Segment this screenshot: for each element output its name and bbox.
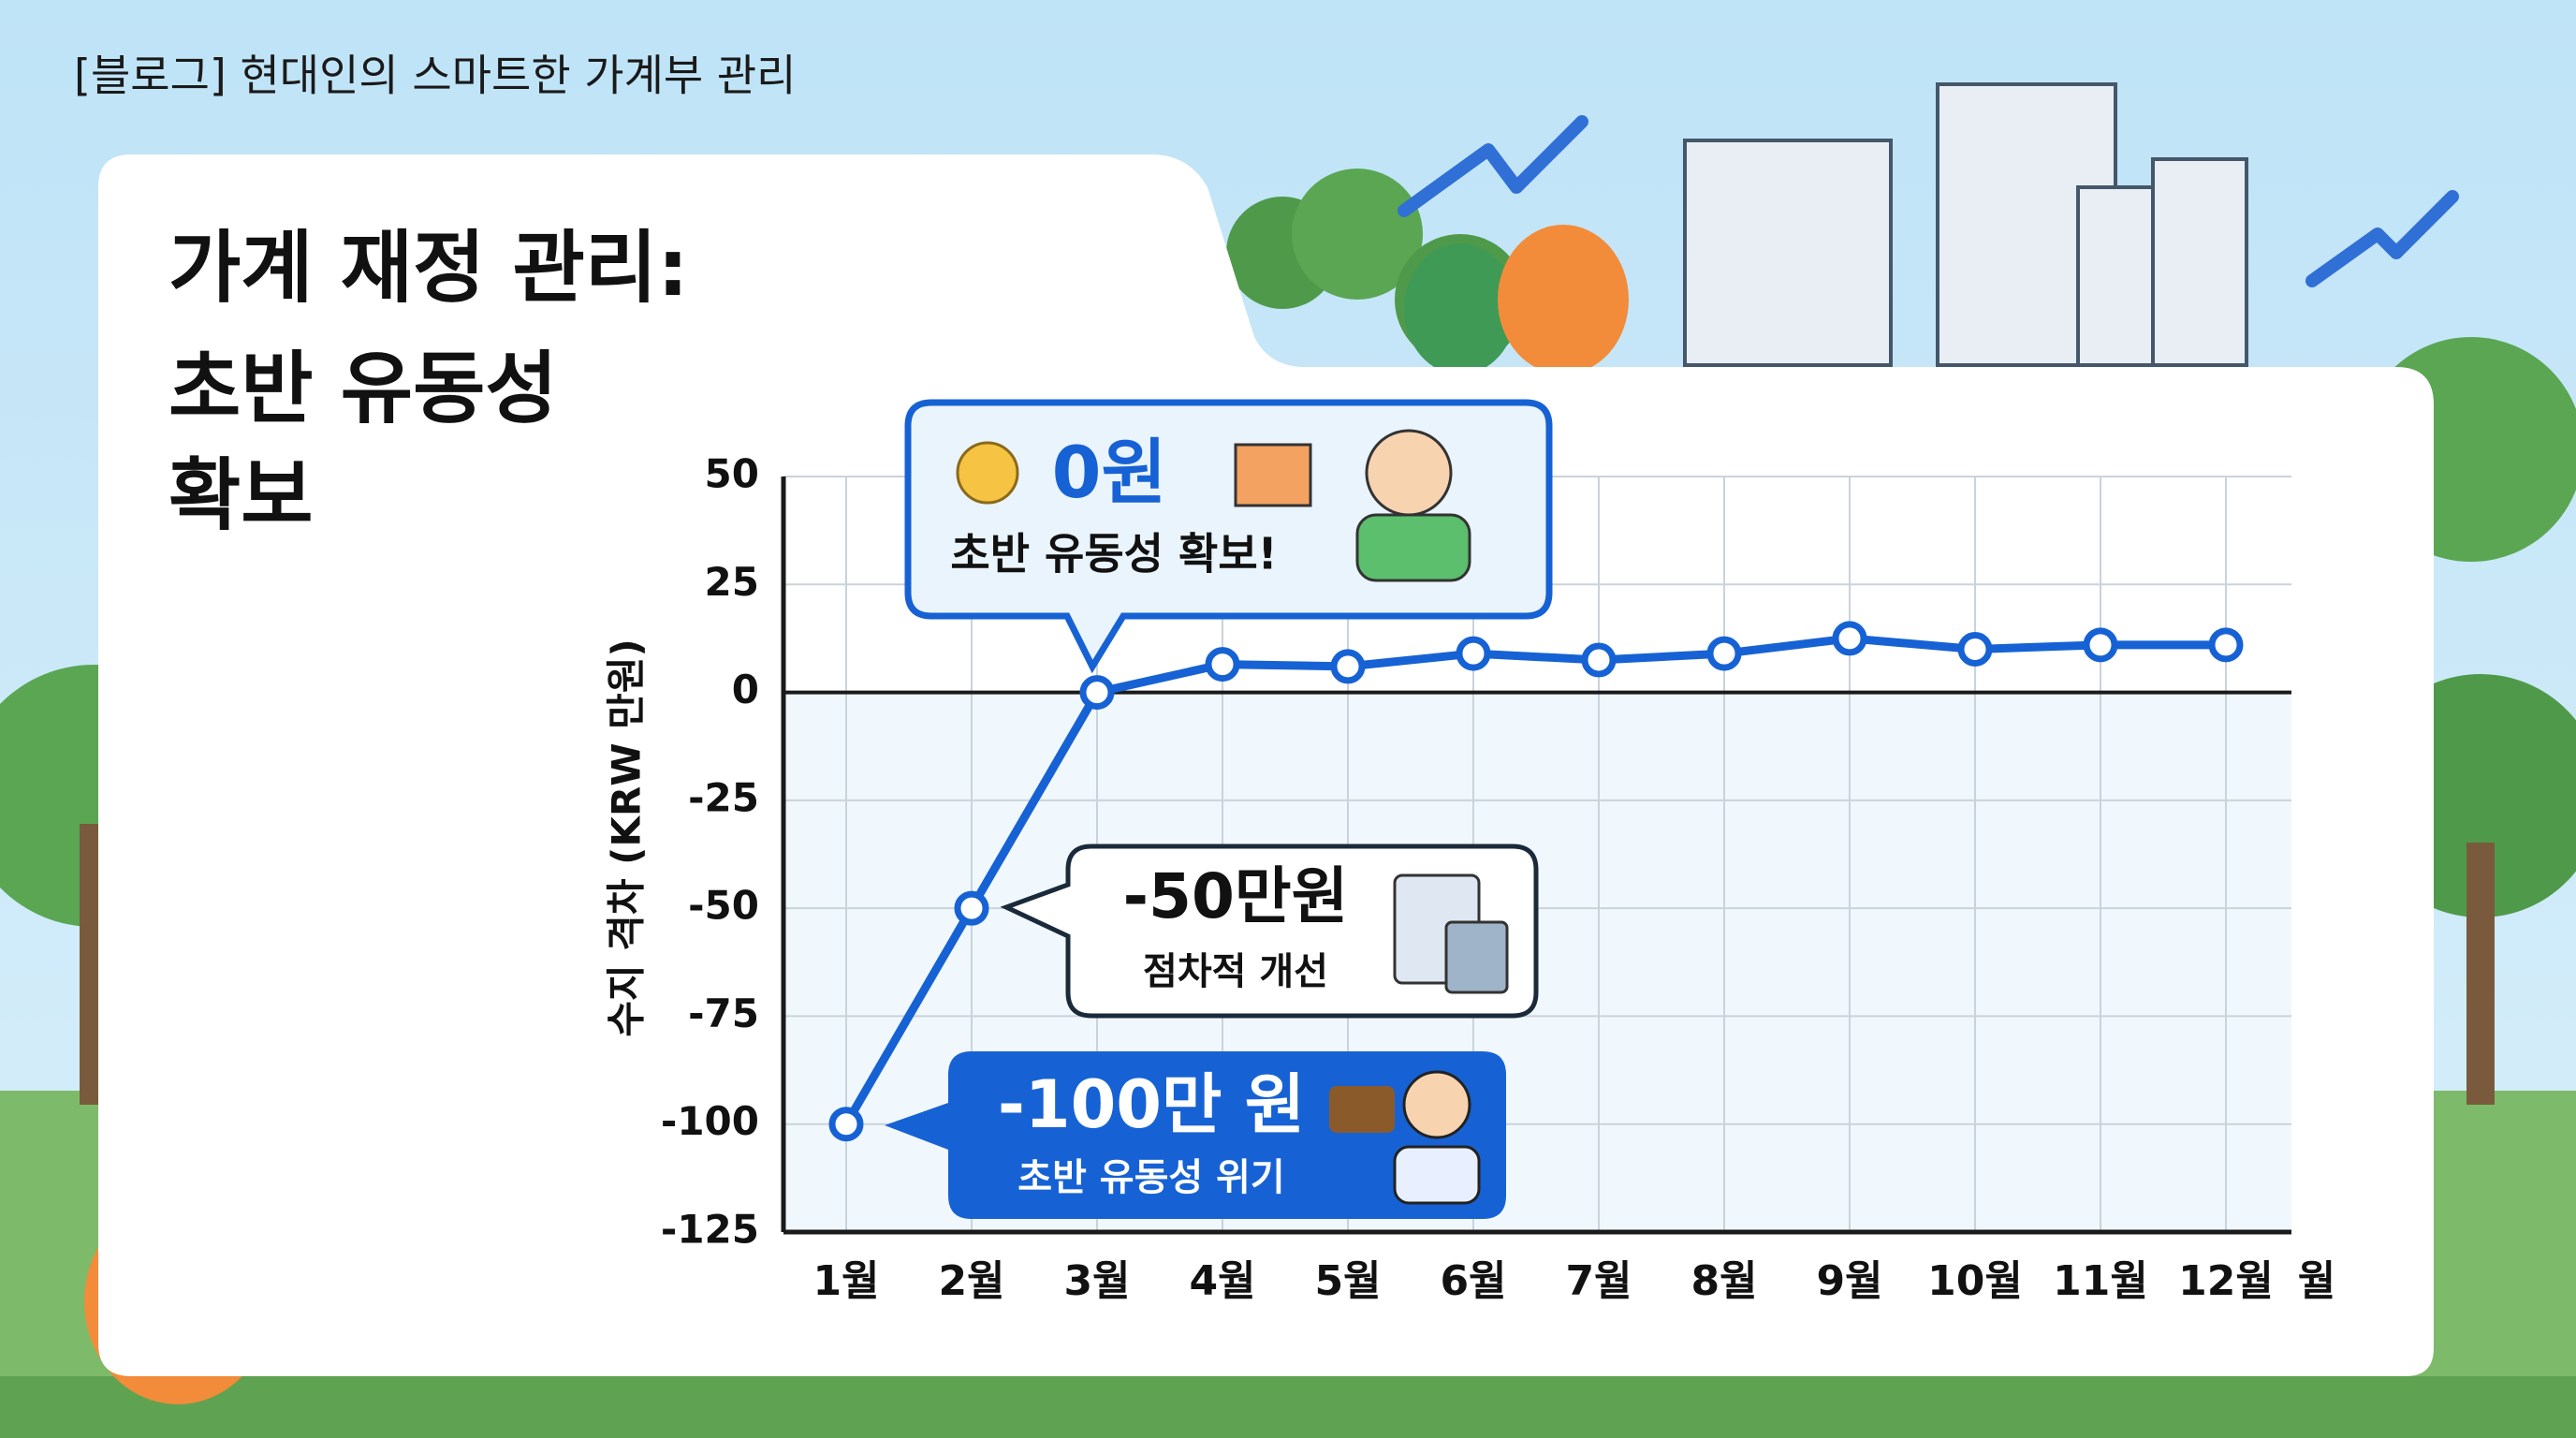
y-axis-label: 수지 격차 (KRW 만원) bbox=[604, 638, 650, 1036]
point bbox=[1706, 636, 1742, 671]
callout: -100만 원 초반 유동성 위기 bbox=[885, 1051, 1506, 1219]
point bbox=[1205, 647, 1240, 682]
callout-label: -100만 원 bbox=[998, 1066, 1305, 1143]
point bbox=[1330, 649, 1366, 684]
point bbox=[1832, 621, 1867, 656]
callout-label: 0원 bbox=[1052, 431, 1167, 514]
callout-text: 점차적 개선 bbox=[1143, 950, 1328, 993]
callout-label: -50만원 bbox=[1123, 860, 1349, 932]
y-tick-label: -125 bbox=[661, 1207, 759, 1253]
x-tick-label: 9월 bbox=[1816, 1257, 1882, 1305]
x-tick-label: 5월 bbox=[1314, 1257, 1381, 1305]
x-tick-label: 3월 bbox=[1063, 1257, 1130, 1305]
y-tick-label: 25 bbox=[705, 559, 759, 605]
point bbox=[2083, 627, 2118, 663]
y-tick-label: 0 bbox=[732, 667, 759, 712]
x-tick-label: 6월 bbox=[1440, 1257, 1506, 1305]
callout: 0원 초반 유동성 확보! bbox=[904, 399, 1553, 674]
x-tick-label: 7월 bbox=[1565, 1257, 1632, 1305]
y-tick-label: -100 bbox=[661, 1098, 759, 1144]
x-tick-label: 12월 bbox=[2178, 1257, 2274, 1305]
title-line: 확보 bbox=[168, 449, 314, 541]
title-line: 초반 유동성 bbox=[168, 343, 558, 434]
buildings bbox=[1683, 82, 2248, 367]
point bbox=[1456, 636, 1491, 671]
point bbox=[2208, 627, 2244, 663]
x-tick-label: 10월 bbox=[1927, 1257, 2023, 1305]
point bbox=[954, 890, 989, 926]
callout-text: 초반 유동성 위기 bbox=[1017, 1156, 1284, 1199]
y-tick-label: 50 bbox=[705, 451, 759, 497]
ground-front bbox=[0, 1376, 2576, 1438]
point bbox=[828, 1107, 864, 1142]
y-tick-label: -50 bbox=[688, 883, 759, 929]
x-tick-label: 8월 bbox=[1690, 1257, 1757, 1305]
line bbox=[842, 634, 2226, 1126]
x-tick-label: 4월 bbox=[1189, 1257, 1255, 1305]
x-tick-label: 11월 bbox=[2053, 1257, 2148, 1305]
y-tick-label: -25 bbox=[688, 774, 759, 820]
title-line: 가계 재정 관리: bbox=[168, 222, 689, 314]
point bbox=[1957, 631, 1993, 667]
x-tick-label: 2월 bbox=[938, 1257, 1004, 1305]
callout-text: 초반 유동성 확보! bbox=[950, 529, 1277, 580]
callout: -50만원 점차적 개선 bbox=[1000, 844, 1539, 1019]
y-tick-label: -75 bbox=[688, 990, 759, 1036]
point bbox=[1581, 642, 1617, 678]
x-tick-label: 1월 bbox=[812, 1257, 879, 1305]
x-axis-label: 월 bbox=[2298, 1257, 2335, 1305]
point bbox=[1079, 675, 1115, 711]
header: [블로그] 현대인의 스마트한 가계부 관리 bbox=[74, 51, 797, 101]
